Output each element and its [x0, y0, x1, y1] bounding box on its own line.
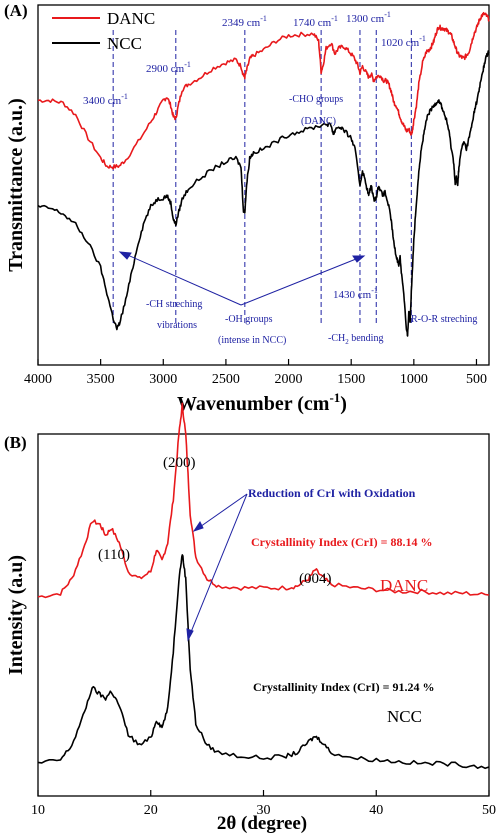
- x-tick-label: 1500: [337, 372, 365, 387]
- annotations-b: (200) (110) (004) Reduction of CrI with …: [98, 455, 435, 726]
- x-axis-label-a: Wavenumber (cm-1): [177, 390, 347, 415]
- x-tick-label: 500: [466, 372, 487, 387]
- note-cho-groups: -CHO groups: [289, 94, 343, 105]
- peak-label-110: (110): [98, 547, 130, 563]
- arrow-head-left: [118, 251, 132, 260]
- arrow-head-danc: [192, 521, 204, 532]
- arrow-head-ncc: [186, 628, 194, 642]
- x-tick-label: 2000: [275, 372, 303, 387]
- x-ticks-b: 10 20 30 40 50: [31, 790, 496, 818]
- arrow-head-right: [352, 255, 366, 263]
- arrow-oh-left: [122, 252, 242, 306]
- peak-label-2900: 2900 cm-1: [146, 60, 191, 75]
- peak-label-1300: 1300 cm-1: [346, 10, 391, 25]
- panel-a-label: (A): [4, 1, 28, 20]
- arrow-cri-danc: [196, 493, 248, 530]
- x-axis-label-b: 2θ (degree): [217, 813, 307, 834]
- series-danc-line: [37, 402, 490, 599]
- panel-a: (A) DANC NCC 3400 cm-1 2900 cm-1 2349 cm…: [4, 1, 490, 415]
- series-label-ncc: NCC: [387, 707, 422, 726]
- note-intense-in-ncc: (intense in NCC): [218, 335, 286, 346]
- guide-lines-a: [112, 30, 412, 325]
- series-group-a: [37, 11, 490, 337]
- note-oh-groups: -OH groups: [225, 314, 273, 325]
- note-ch-stretching: -CH streching: [146, 299, 202, 310]
- note-ch2-bending: -CH2 bending: [328, 333, 383, 346]
- series-ncc-line: [37, 554, 490, 770]
- peak-label-1740: 1740 cm-1: [293, 14, 338, 29]
- note-cri-ncc: Crystallinity Index (CrI) = 91.24 %: [253, 680, 435, 694]
- legend-label-danc: DANC: [107, 9, 155, 28]
- y-axis-label-a: Transmittance (a.u.): [5, 98, 27, 272]
- y-axis-label-b: Intensity (a.u): [5, 555, 27, 675]
- note-reduction-cri: Reduction of CrI with Oxidation: [248, 486, 416, 500]
- peak-label-1430: 1430 cm-1: [333, 286, 378, 301]
- series-ncc-line: [37, 50, 490, 337]
- note-vibrations: vibrations: [157, 320, 197, 331]
- series-group-b: [37, 402, 490, 770]
- series-danc-line: [37, 11, 490, 170]
- arrow-oh-right: [240, 256, 362, 306]
- x-tick-label: 20: [144, 803, 158, 818]
- note-cri-danc: Crystallinity Index (CrI) = 88.14 %: [251, 535, 433, 549]
- x-tick-label: 3500: [87, 372, 115, 387]
- peak-label-3400: 3400 cm-1: [83, 92, 128, 107]
- x-tick-label: 4000: [24, 372, 52, 387]
- x-tick-label: 30: [257, 803, 271, 818]
- plot-frame-a: [37, 4, 490, 366]
- peak-label-004: (004): [299, 571, 332, 587]
- x-tick-label: 10: [31, 803, 45, 818]
- legend-a: DANC NCC: [52, 9, 155, 53]
- note-ror-stretching: R-O-R streching: [411, 314, 477, 325]
- peak-label-2349: 2349 cm-1: [222, 14, 267, 29]
- x-tick-label: 50: [482, 803, 496, 818]
- series-label-danc: DANC: [380, 576, 428, 595]
- cri-arrows: [186, 493, 248, 642]
- panel-b-label: (B): [4, 433, 27, 452]
- x-tick-label: 2500: [212, 372, 240, 387]
- annotations-a: 3400 cm-1 2900 cm-1 2349 cm-1 1740 cm-1 …: [83, 10, 477, 346]
- arrow-cri-ncc: [188, 493, 248, 638]
- peak-label-200: (200): [163, 455, 196, 471]
- x-ticks-a: 4000 3500 3000 2500 2000 1500 1000 500: [24, 359, 487, 387]
- x-tick-label: 1000: [400, 372, 428, 387]
- note-danc: (DANC): [301, 116, 336, 127]
- x-tick-label: 3000: [149, 372, 177, 387]
- oh-arrows: [118, 251, 366, 306]
- x-tick-label: 40: [369, 803, 383, 818]
- legend-label-ncc: NCC: [107, 34, 142, 53]
- peak-label-1020: 1020 cm-1: [381, 34, 426, 49]
- panel-b: (B) (200) (110) (004) Reduction of CrI w…: [4, 402, 496, 834]
